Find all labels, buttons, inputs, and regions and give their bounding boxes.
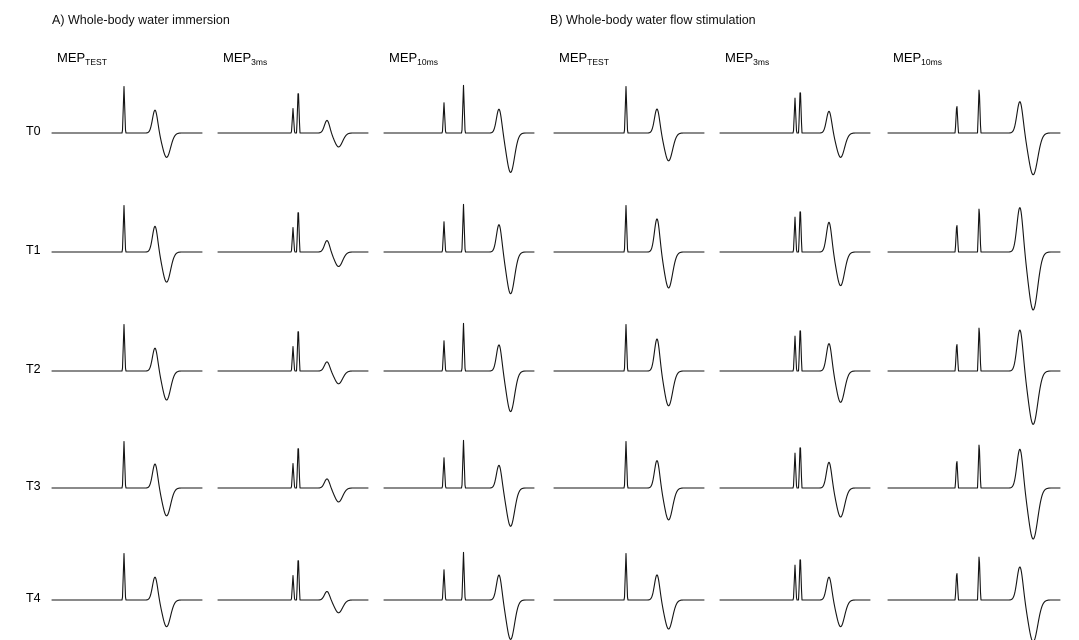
trace-a-t4-mep_10ms: [383, 551, 535, 640]
column-header-sub: 3ms: [753, 57, 770, 67]
trace-path: [719, 92, 871, 158]
trace-b-t0-mep_3ms: [719, 92, 871, 158]
trace-path: [217, 93, 369, 148]
column-header-sub: 10ms: [921, 57, 942, 67]
column-header-main: MEP: [725, 50, 754, 65]
trace-b-t3-mep_3ms: [719, 447, 871, 518]
trace-path: [887, 207, 1061, 311]
trace-a-t0-mep_10ms: [383, 84, 535, 173]
trace-a-t3-mep_test: [51, 441, 203, 517]
trace-path: [887, 556, 1061, 640]
trace-path: [217, 560, 369, 614]
column-header-sub: TEST: [85, 57, 107, 67]
row-label-t4: T4: [26, 591, 41, 605]
row-label-t2: T2: [26, 362, 41, 376]
trace-b-t4-mep_3ms: [719, 559, 871, 628]
trace-path: [553, 86, 705, 162]
column-header-sub: 3ms: [251, 57, 268, 67]
column-header-a-10ms: MEP10ms: [389, 50, 438, 67]
trace-path: [51, 441, 203, 517]
trace-b-t1-mep_test: [553, 205, 705, 289]
trace-a-t2-mep_test: [51, 324, 203, 401]
trace-path: [51, 205, 203, 283]
row-label-t1: T1: [26, 243, 41, 257]
trace-a-t4-mep_test: [51, 553, 203, 628]
trace-a-t1-mep_test: [51, 205, 203, 283]
trace-path: [51, 324, 203, 401]
column-header-main: MEP: [389, 50, 418, 65]
trace-a-t1-mep_3ms: [217, 212, 369, 268]
column-header-main: MEP: [223, 50, 252, 65]
trace-b-t3-mep_test: [553, 441, 705, 521]
trace-a-t2-mep_3ms: [217, 331, 369, 385]
trace-b-t4-mep_test: [553, 553, 705, 630]
trace-path: [553, 441, 705, 521]
panel-a-title: A) Whole-body water immersion: [52, 13, 230, 27]
column-header-sub: TEST: [587, 57, 609, 67]
trace-a-t3-mep_10ms: [383, 439, 535, 527]
trace-path: [383, 439, 535, 527]
panel-b-title: B) Whole-body water flow stimulation: [550, 13, 756, 27]
column-header-a-3ms: MEP3ms: [223, 50, 267, 67]
trace-b-t1-mep_3ms: [719, 211, 871, 287]
trace-b-t1-mep_10ms: [887, 207, 1061, 311]
trace-b-t2-mep_test: [553, 324, 705, 407]
row-label-t0: T0: [26, 124, 41, 138]
column-header-main: MEP: [57, 50, 86, 65]
trace-b-t4-mep_10ms: [887, 556, 1061, 640]
trace-a-t3-mep_3ms: [217, 448, 369, 503]
trace-path: [553, 205, 705, 289]
trace-path: [383, 203, 535, 295]
trace-path: [719, 330, 871, 403]
trace-a-t2-mep_10ms: [383, 322, 535, 413]
column-header-main: MEP: [893, 50, 922, 65]
column-header-b-10ms: MEP10ms: [893, 50, 942, 67]
trace-path: [553, 324, 705, 407]
trace-path: [719, 447, 871, 518]
trace-b-t0-mep_10ms: [887, 89, 1061, 176]
trace-a-t0-mep_3ms: [217, 93, 369, 148]
trace-b-t2-mep_10ms: [887, 327, 1061, 425]
column-header-b-test: MEPTEST: [559, 50, 609, 67]
trace-b-t2-mep_3ms: [719, 330, 871, 403]
trace-path: [217, 448, 369, 503]
trace-a-t4-mep_3ms: [217, 560, 369, 614]
column-header-b-3ms: MEP3ms: [725, 50, 769, 67]
trace-a-t1-mep_10ms: [383, 203, 535, 295]
trace-path: [383, 84, 535, 173]
row-label-t3: T3: [26, 479, 41, 493]
trace-path: [51, 86, 203, 158]
column-header-sub: 10ms: [417, 57, 438, 67]
trace-path: [51, 553, 203, 628]
trace-path: [887, 444, 1061, 540]
trace-b-t3-mep_10ms: [887, 444, 1061, 540]
trace-path: [553, 553, 705, 630]
trace-a-t0-mep_test: [51, 86, 203, 158]
trace-path: [887, 327, 1061, 425]
trace-path: [383, 551, 535, 640]
trace-path: [217, 331, 369, 385]
trace-path: [383, 322, 535, 413]
column-header-a-test: MEPTEST: [57, 50, 107, 67]
trace-path: [217, 212, 369, 268]
trace-path: [887, 89, 1061, 176]
trace-b-t0-mep_test: [553, 86, 705, 162]
column-header-main: MEP: [559, 50, 588, 65]
trace-path: [719, 211, 871, 287]
trace-path: [719, 559, 871, 628]
